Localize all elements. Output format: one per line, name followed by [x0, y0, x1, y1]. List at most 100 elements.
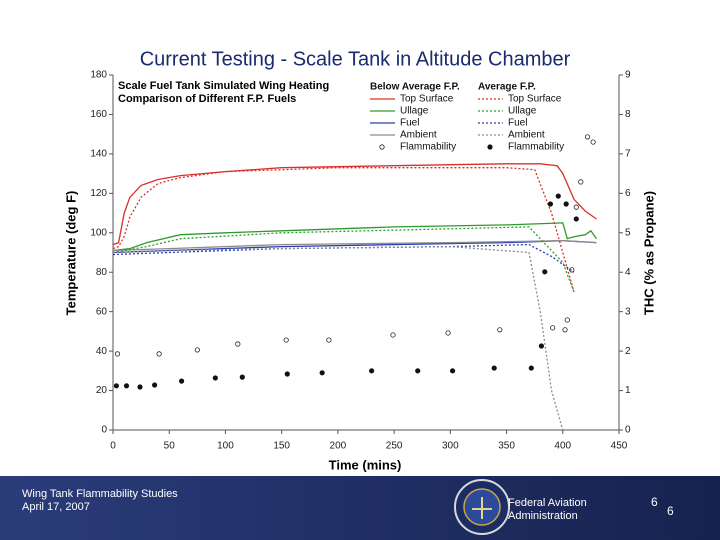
legend-label: Ambient: [400, 130, 437, 141]
data-point: [235, 341, 241, 347]
y2-tick-label: 6: [625, 188, 631, 199]
data-point: [326, 337, 332, 343]
legend-label: Ullage: [400, 106, 429, 117]
y-tick-label: 100: [90, 227, 107, 238]
data-point: [584, 134, 591, 140]
legend-label: Fuel: [400, 118, 419, 129]
data-point: [497, 327, 503, 333]
x-tick-label: 200: [330, 441, 347, 452]
y-tick-label: 80: [96, 267, 108, 278]
chart-subtitle: Comparison of Different F.P. Fuels: [118, 93, 296, 105]
data-point: [564, 317, 570, 323]
x-axis-label: Time (mins): [329, 457, 402, 472]
y-tick-label: 0: [101, 425, 107, 436]
y-tick-label: 140: [90, 149, 107, 160]
data-point: [137, 384, 143, 390]
legend-group-title: Below Average F.P.: [370, 82, 460, 93]
x-tick-label: 300: [442, 441, 459, 452]
data-line: [112, 222, 598, 252]
y-tick-label: 40: [96, 346, 108, 357]
legend-label: Fuel: [508, 118, 527, 129]
data-point: [123, 383, 130, 389]
data-point: [194, 347, 200, 353]
legend-group-title: Average F.P.: [478, 82, 536, 93]
data-point: [578, 179, 584, 185]
data-point: [390, 332, 396, 338]
y2-tick-label: 2: [625, 346, 631, 357]
legend-label: Flammability: [400, 142, 456, 153]
data-point: [152, 382, 158, 388]
data-point: [573, 216, 579, 222]
y2-tick-label: 4: [625, 267, 631, 278]
y2-tick-label: 5: [625, 227, 631, 238]
page-number: 6: [651, 495, 658, 509]
data-point: [319, 370, 325, 376]
y2-tick-label: 3: [625, 306, 631, 317]
data-point: [113, 383, 119, 389]
data-line: [112, 240, 597, 252]
y-tick-label: 160: [90, 109, 107, 120]
data-point: [550, 325, 556, 331]
footer-text: April 17, 2007: [22, 501, 90, 513]
x-tick-label: 250: [386, 441, 403, 452]
data-line: [112, 163, 597, 246]
data-point: [590, 139, 596, 145]
y2-tick-label: 8: [625, 109, 631, 120]
data-point: [547, 201, 554, 207]
data-point: [114, 351, 121, 357]
y-tick-label: 20: [96, 385, 108, 396]
y-tick-label: 120: [90, 188, 107, 199]
x-tick-label: 150: [273, 441, 290, 452]
data-point: [542, 269, 548, 275]
x-tick-label: 350: [498, 441, 515, 452]
data-point: [283, 337, 289, 343]
agency-text: Federal Aviation: [508, 497, 587, 509]
y-tick-label: 60: [96, 306, 108, 317]
data-point: [573, 204, 579, 210]
y-tick-label: 180: [90, 70, 107, 81]
data-point: [415, 368, 421, 374]
data-point: [562, 327, 568, 333]
x-tick-label: 450: [611, 441, 628, 452]
x-tick-label: 100: [217, 441, 234, 452]
legend-label: Ambient: [508, 130, 545, 141]
legend-label: Top Surface: [400, 94, 454, 105]
data-point: [178, 378, 185, 384]
footer-band: [0, 476, 720, 540]
y2-tick-label: 7: [625, 149, 631, 160]
legend-label: Ullage: [508, 106, 537, 117]
agency-text: Administration: [508, 510, 578, 522]
data-point: [156, 351, 162, 357]
slide-title: Current Testing - Scale Tank in Altitude…: [140, 48, 571, 70]
chart-title: Scale Fuel Tank Simulated Wing Heating: [118, 80, 329, 92]
data-point: [563, 201, 569, 207]
data-point: [528, 365, 534, 371]
data-point: [491, 365, 497, 371]
data-point: [449, 368, 456, 374]
legend-label: Top Surface: [508, 94, 562, 105]
data-point: [239, 374, 245, 380]
data-point: [212, 375, 218, 381]
data-line: [112, 245, 564, 431]
x-tick-label: 400: [554, 441, 571, 452]
faa-seal: [454, 479, 510, 535]
data-point: [369, 368, 375, 374]
data-point: [284, 371, 290, 377]
page-number: 6: [667, 504, 674, 518]
legend-swatch: [379, 144, 385, 150]
x-tick-label: 50: [164, 441, 176, 452]
data-point: [538, 343, 545, 349]
y2-tick-label: 9: [625, 70, 631, 81]
data-point: [555, 193, 561, 199]
data-point: [445, 330, 451, 336]
legend-swatch: [487, 144, 493, 150]
footer-text: Wing Tank Flammability Studies: [22, 488, 178, 500]
y2-tick-label: 1: [625, 385, 631, 396]
y-axis-label: Temperature (deg F): [63, 191, 78, 316]
y2-axis-label: THC (% as Propane): [641, 191, 656, 315]
legend-label: Flammability: [508, 142, 564, 153]
y2-tick-label: 0: [625, 425, 631, 436]
x-tick-label: 0: [110, 441, 116, 452]
